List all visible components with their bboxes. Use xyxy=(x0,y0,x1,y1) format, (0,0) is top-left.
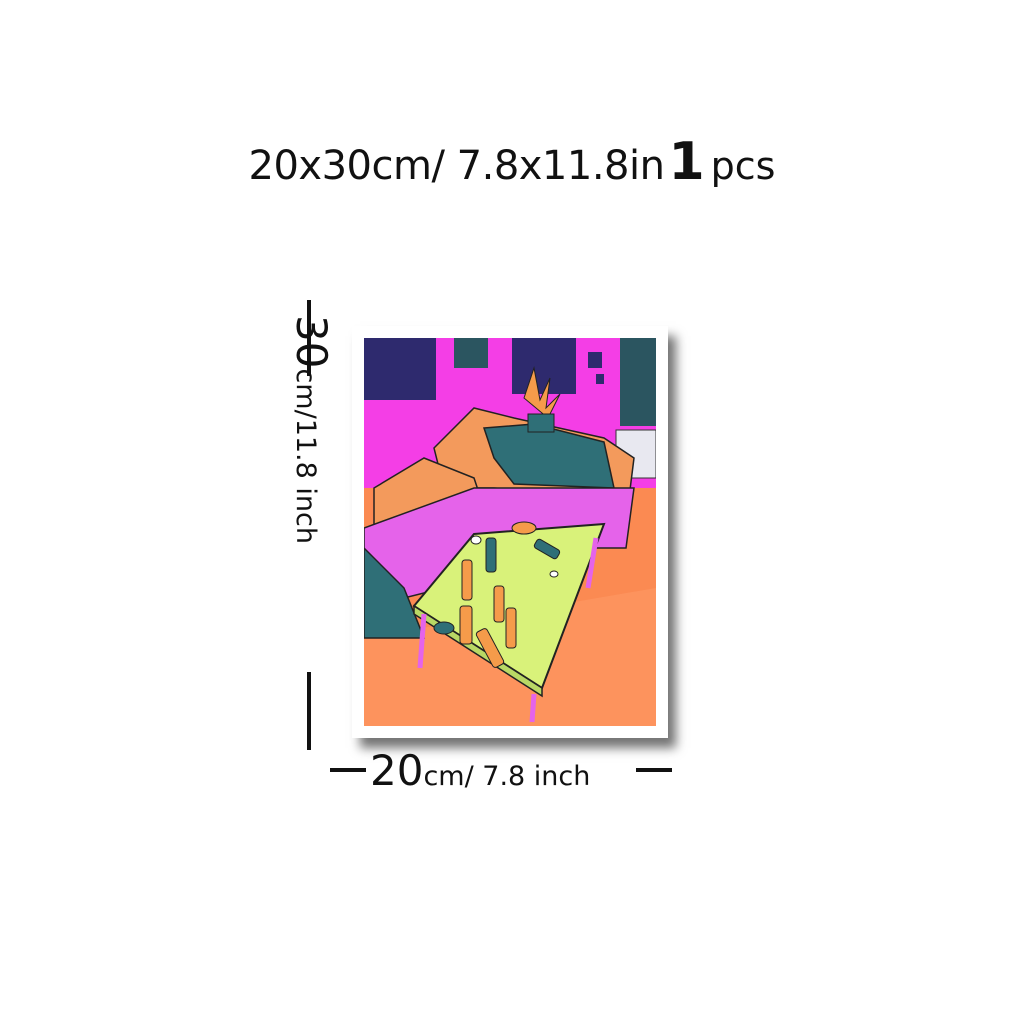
height-dimension-line-top xyxy=(307,300,311,376)
width-value: 20 xyxy=(370,746,424,795)
height-unit: cm/11.8 inch xyxy=(290,368,321,544)
poster-artwork-living-room xyxy=(364,338,656,726)
quantity-number: 1 xyxy=(668,132,705,192)
quantity-unit: pcs xyxy=(710,144,776,188)
product-size-headline: 20x30cm/ 7.8x11.8in1 pcs xyxy=(0,136,1024,188)
height-dimension-line-bottom xyxy=(307,672,311,750)
width-dimension-line-right xyxy=(636,768,672,772)
size-text: 20x30cm/ 7.8x11.8in xyxy=(248,143,665,189)
width-unit: cm/ 7.8 inch xyxy=(423,761,591,792)
height-value: 30 xyxy=(287,315,336,369)
width-dimension-line-left xyxy=(330,768,366,772)
poster-print xyxy=(352,326,668,738)
width-dimension-label: 20cm/ 7.8 inch xyxy=(370,750,590,792)
